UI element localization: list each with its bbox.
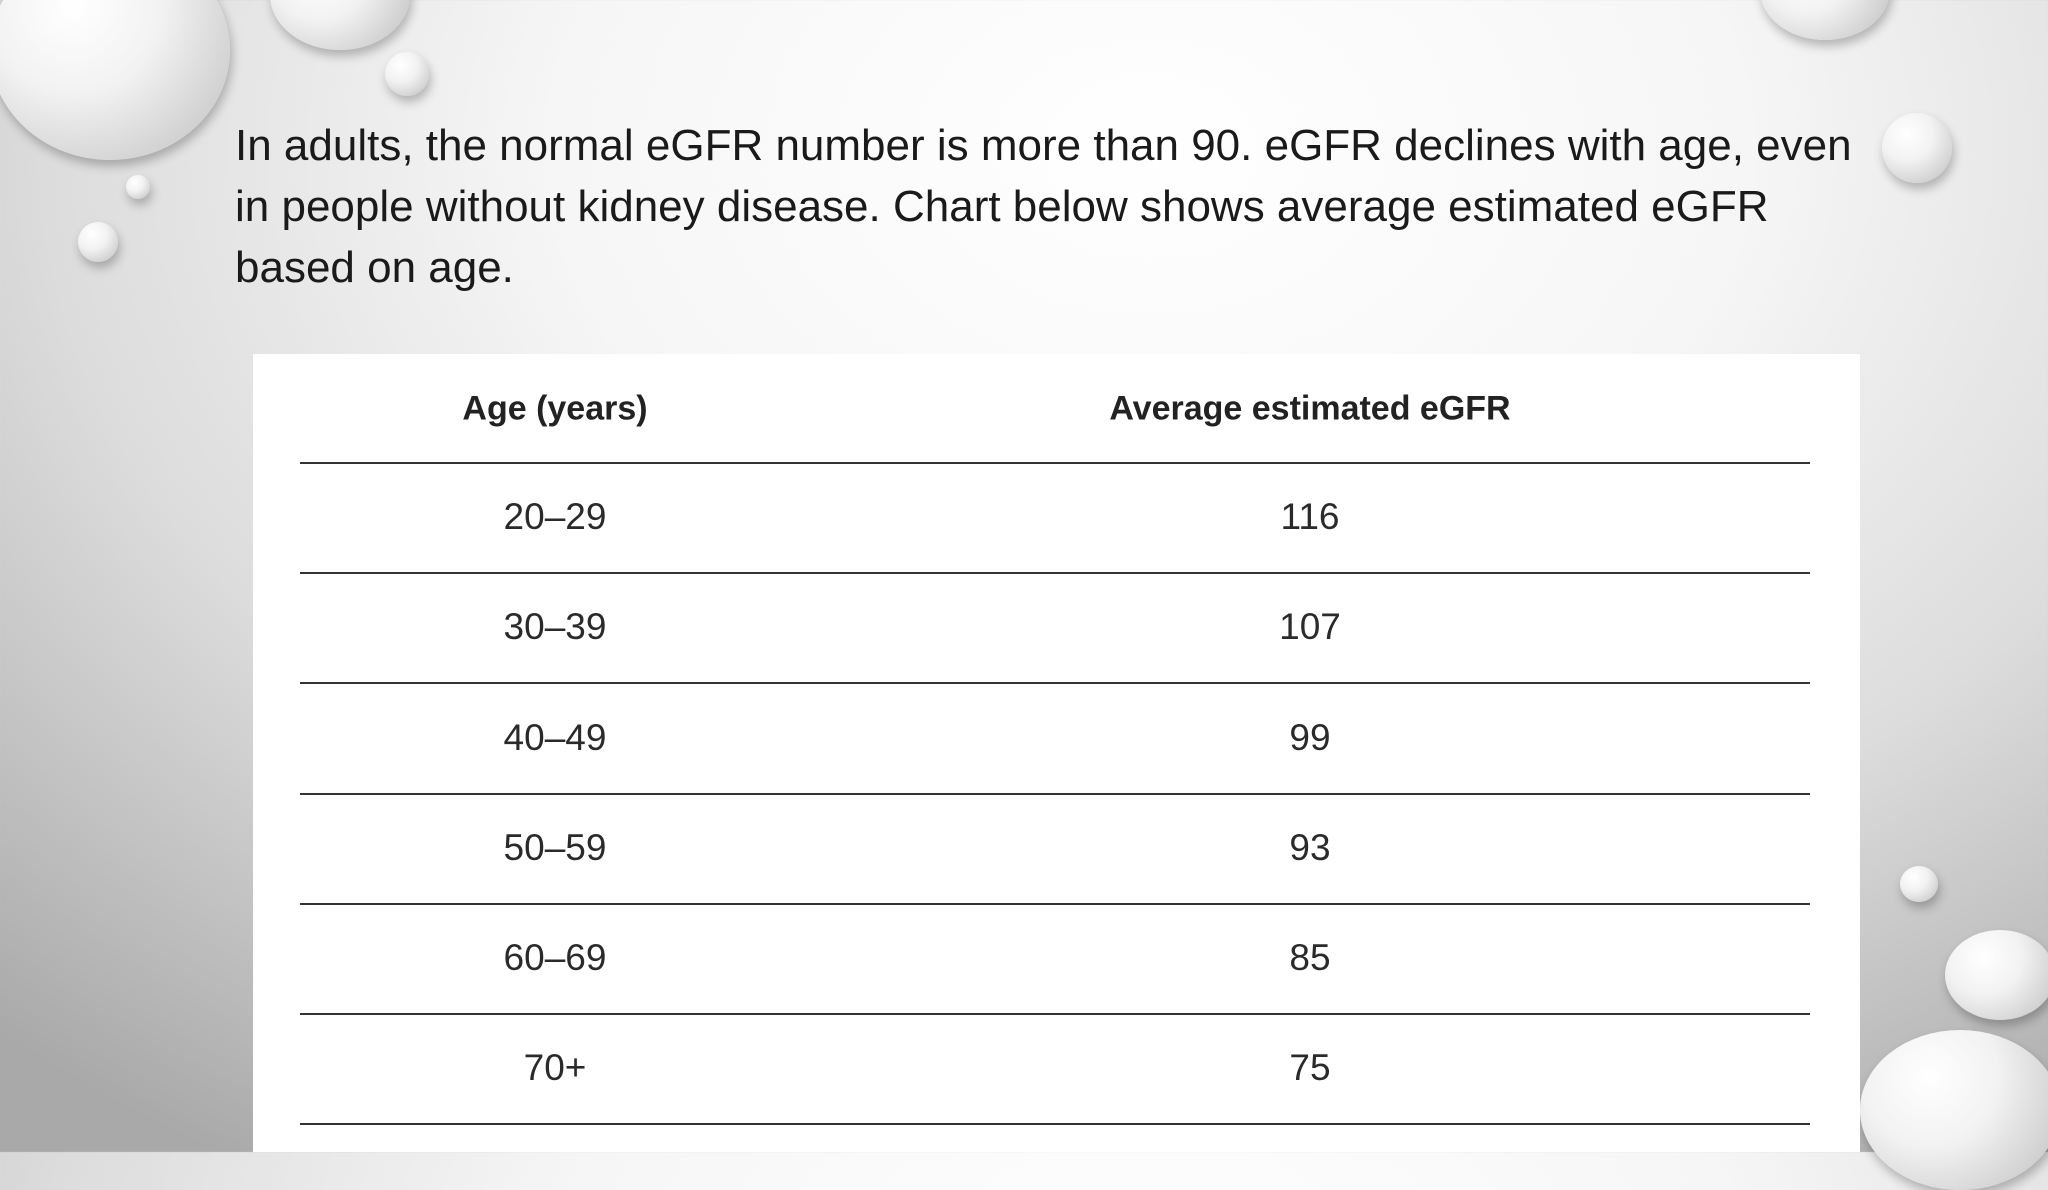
row-divider bbox=[300, 792, 1810, 795]
table-cell: 20–29 bbox=[503, 496, 607, 538]
table: Age (years) Average estimated eGFR 20–29 11… bbox=[253, 354, 1860, 1152]
table-cell: 75 bbox=[1289, 1047, 1331, 1089]
droplet bbox=[1882, 113, 1952, 183]
droplet bbox=[1945, 930, 2048, 1020]
column-header: Age (years) bbox=[462, 389, 648, 428]
column-header: Average estimated eGFR bbox=[1109, 389, 1511, 428]
row-divider bbox=[300, 1123, 1810, 1126]
table-cell: 93 bbox=[1289, 826, 1331, 868]
droplet bbox=[270, 0, 410, 50]
row-divider bbox=[300, 462, 1810, 464]
table-cell: 70+ bbox=[523, 1047, 587, 1089]
table-cell: 116 bbox=[1280, 496, 1340, 538]
intro-text: In adults, the normal eGFR number is mor… bbox=[235, 121, 1852, 292]
droplet bbox=[385, 52, 429, 96]
table-cell: 99 bbox=[1289, 716, 1331, 758]
droplet bbox=[0, 0, 230, 160]
droplet bbox=[1900, 866, 1938, 902]
droplet bbox=[78, 222, 118, 262]
row-divider bbox=[300, 682, 1810, 685]
row-divider bbox=[300, 572, 1810, 575]
table-cell: 30–39 bbox=[503, 606, 607, 648]
row-divider bbox=[300, 1013, 1810, 1015]
table-cell: 60–69 bbox=[503, 936, 607, 978]
table-cell: 85 bbox=[1289, 936, 1331, 978]
table-cell: 40–49 bbox=[503, 716, 607, 758]
droplet bbox=[126, 175, 150, 199]
droplet bbox=[1860, 1030, 2048, 1190]
table-cell: 50–59 bbox=[503, 826, 607, 868]
droplet bbox=[1760, 0, 1890, 40]
table-cell: 107 bbox=[1279, 606, 1341, 648]
row-divider bbox=[300, 902, 1810, 905]
